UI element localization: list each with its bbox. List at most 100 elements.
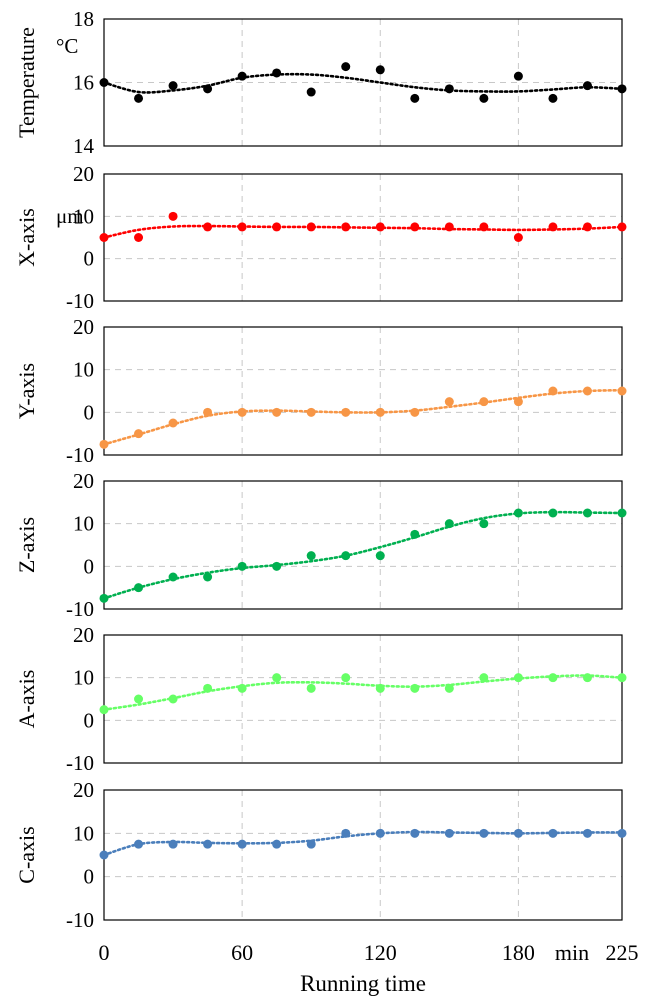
y-tick-label: -10 — [66, 597, 94, 621]
trendline — [102, 224, 624, 239]
data-point — [203, 222, 213, 232]
data-point — [306, 839, 316, 849]
data-point — [444, 519, 454, 529]
data-point — [341, 222, 351, 232]
data-point — [168, 211, 178, 221]
data-point — [375, 65, 385, 75]
data-point — [548, 673, 558, 683]
data-point — [341, 551, 351, 561]
y-tick-label: 10 — [73, 512, 94, 536]
unit-label: μm — [56, 204, 84, 228]
data-point — [306, 683, 316, 693]
y-tick-label: 18 — [73, 7, 94, 31]
y-tick-label: 10 — [73, 204, 94, 228]
data-point — [306, 551, 316, 561]
x-tick-label: 0 — [99, 940, 110, 965]
data-point — [410, 222, 420, 232]
data-point — [479, 673, 489, 683]
y-tick-label: -10 — [66, 908, 94, 932]
data-point — [99, 705, 109, 715]
data-point — [272, 673, 282, 683]
data-point — [548, 386, 558, 396]
data-point — [306, 407, 316, 417]
x-tick-label: 225 — [606, 940, 639, 965]
data-point — [582, 386, 592, 396]
data-point — [341, 673, 351, 683]
y-tick-label: 0 — [84, 865, 95, 889]
data-point — [479, 222, 489, 232]
y-tick-label: 16 — [73, 71, 94, 95]
data-point — [306, 87, 316, 97]
y-tick-label: 10 — [73, 821, 94, 845]
data-point — [582, 508, 592, 518]
data-point — [272, 561, 282, 571]
data-point — [479, 93, 489, 103]
data-point — [479, 519, 489, 529]
trendline — [102, 830, 624, 857]
data-point — [99, 233, 109, 242]
x-axis-title: Running time — [300, 971, 426, 996]
data-point — [272, 222, 282, 232]
trendline — [102, 72, 624, 94]
data-point — [444, 222, 454, 232]
data-point — [99, 78, 109, 87]
plot-frame — [103, 480, 623, 610]
y-axis-label: Z-axis — [14, 517, 39, 573]
unit-label: °C — [56, 34, 78, 58]
chart-panel: -10 0 10 20 Y-axis — [14, 315, 627, 467]
x-tick-label: 180 — [502, 940, 535, 965]
y-tick-label: -10 — [66, 443, 94, 467]
data-point — [99, 439, 109, 449]
plot-frame — [103, 326, 623, 456]
y-tick-label: -10 — [66, 289, 94, 313]
data-point — [134, 429, 144, 439]
data-point — [548, 222, 558, 232]
data-point — [237, 222, 247, 232]
y-tick-label: 20 — [73, 162, 94, 186]
y-tick-label: 14 — [73, 134, 95, 158]
data-point — [168, 839, 178, 849]
data-point — [444, 84, 454, 94]
data-point — [513, 233, 523, 242]
data-point — [306, 222, 316, 232]
data-point — [375, 222, 385, 232]
data-point — [134, 233, 144, 242]
data-point — [203, 572, 213, 582]
data-point — [410, 828, 420, 838]
data-point — [582, 673, 592, 683]
chart-panel: 14 16 18 Temperature °C — [14, 7, 627, 158]
data-point — [410, 407, 420, 417]
data-point — [272, 407, 282, 417]
data-point — [203, 84, 213, 94]
data-point — [548, 93, 558, 103]
data-point — [168, 694, 178, 704]
data-point — [513, 508, 523, 518]
data-point — [617, 84, 627, 94]
data-point — [341, 407, 351, 417]
data-point — [134, 583, 144, 593]
data-point — [168, 418, 178, 428]
x-tick-label: 120 — [364, 940, 397, 965]
y-tick-label: 20 — [73, 469, 94, 493]
data-point — [548, 508, 558, 518]
data-point — [617, 386, 627, 396]
data-point — [513, 397, 523, 407]
data-point — [582, 222, 592, 232]
y-axis-label: Temperature — [14, 27, 39, 138]
data-point — [444, 683, 454, 693]
data-point — [237, 407, 247, 417]
data-point — [479, 828, 489, 838]
y-tick-label: 20 — [73, 315, 94, 339]
data-point — [444, 397, 454, 407]
data-point — [375, 828, 385, 838]
data-point — [203, 407, 213, 417]
data-point — [479, 397, 489, 407]
x-unit-label: min — [555, 940, 589, 965]
y-tick-label: 10 — [73, 666, 94, 690]
data-point — [99, 593, 109, 603]
data-point — [272, 839, 282, 849]
data-point — [617, 673, 627, 683]
y-tick-label: 10 — [73, 358, 94, 382]
data-point — [134, 694, 144, 704]
